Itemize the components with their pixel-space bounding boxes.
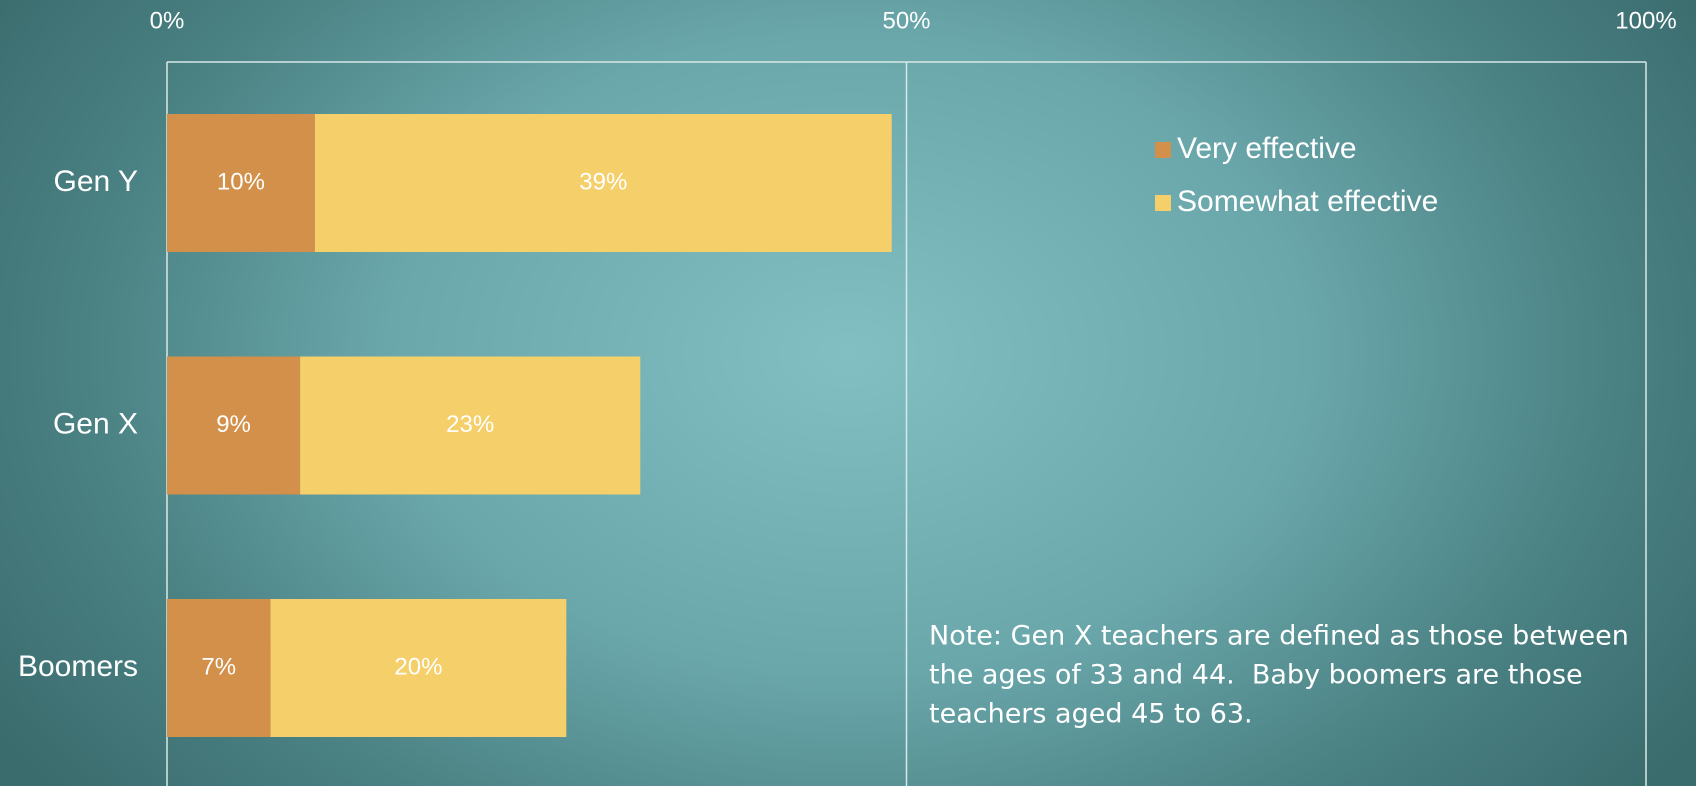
category-label: Gen X bbox=[53, 407, 138, 440]
legend-label: Somewhat effective bbox=[1177, 185, 1438, 218]
x-tick-label: 50% bbox=[882, 7, 930, 34]
note-line: the ages of 33 and 44. Baby boomers are … bbox=[929, 660, 1583, 691]
note-line: teachers aged 45 to 63. bbox=[929, 699, 1253, 730]
data-label: 9% bbox=[216, 411, 251, 438]
bar-segment bbox=[314, 114, 892, 252]
bar-segment bbox=[270, 599, 567, 737]
legend-swatch bbox=[1155, 195, 1171, 211]
bar-segment bbox=[167, 114, 315, 252]
legend-label: Very effective bbox=[1177, 132, 1357, 165]
category-label: Boomers bbox=[18, 650, 138, 683]
x-tick-label: 100% bbox=[1615, 7, 1676, 34]
legend-swatch bbox=[1155, 142, 1171, 158]
category-label: Gen Y bbox=[53, 165, 138, 198]
note-line: Note: Gen X teachers are defined as thos… bbox=[929, 621, 1629, 652]
bar-segment bbox=[167, 356, 301, 495]
bar-segment bbox=[300, 356, 641, 495]
data-label: 20% bbox=[394, 653, 442, 680]
x-tick-label: 0% bbox=[150, 7, 185, 34]
data-label: 39% bbox=[579, 168, 627, 195]
bar-segment bbox=[167, 599, 271, 737]
data-label: 10% bbox=[217, 168, 265, 195]
data-label: 23% bbox=[446, 411, 494, 438]
data-label: 7% bbox=[201, 653, 236, 680]
